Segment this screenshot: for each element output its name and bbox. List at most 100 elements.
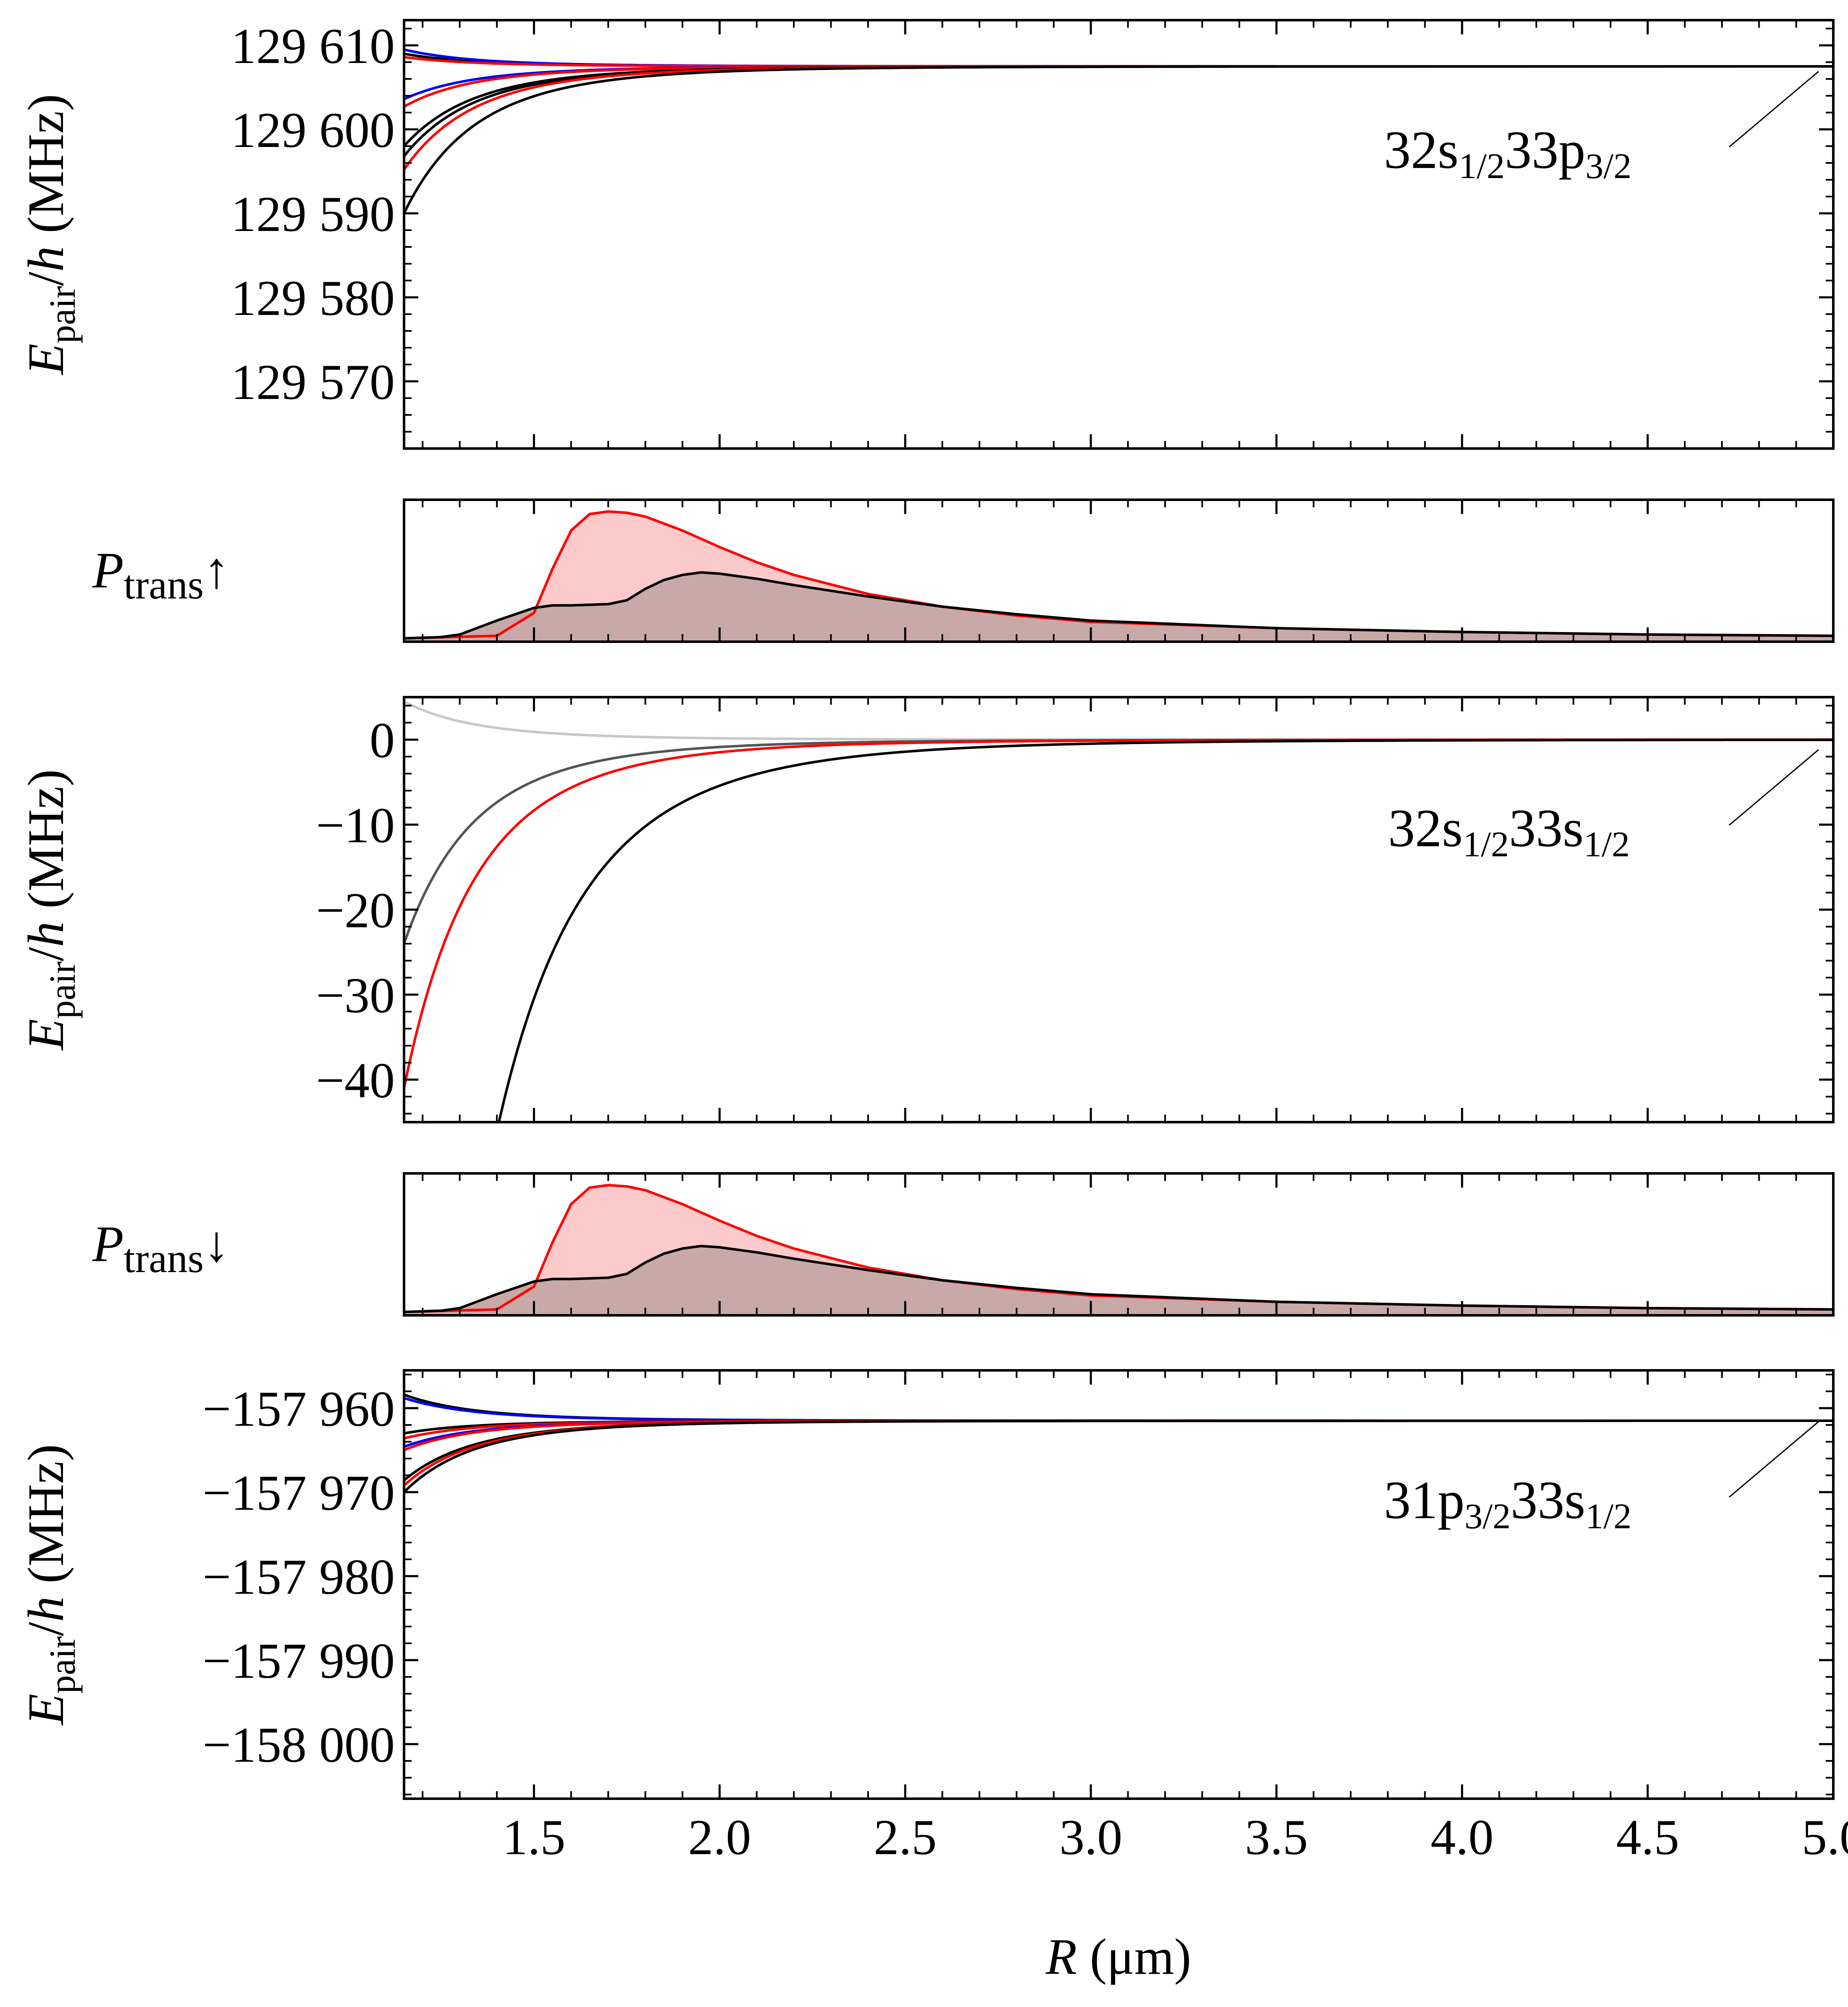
ylabel-h: h xyxy=(18,1596,74,1622)
state-j1: 3/2 xyxy=(1465,1496,1511,1536)
lower-energy-ytick-label: −157 960 xyxy=(202,1381,395,1437)
state-j1: 1/2 xyxy=(1459,146,1505,186)
xlabel-var: R xyxy=(1045,1928,1077,1985)
upper-energy-ytick-label: 129 610 xyxy=(231,18,395,74)
ylabel-unit: (MHz) xyxy=(18,1444,74,1597)
lower-energy-ytick-label: −157 970 xyxy=(202,1465,395,1521)
ylabel-arrow: ↑ xyxy=(204,542,229,599)
lower-energy-ytick-label: −157 980 xyxy=(202,1549,395,1605)
lower-energy-series-8 xyxy=(404,1419,1833,1493)
ylabel-slash: / xyxy=(18,947,74,961)
ylabel-var: E xyxy=(18,344,74,376)
ylabel-unit: (MHz) xyxy=(18,769,74,922)
upper-energy-ytick-label: 129 600 xyxy=(231,102,395,158)
middle-energy-ytick-label: −40 xyxy=(316,1052,395,1108)
state-n2: 33p xyxy=(1505,120,1586,180)
upper-energy-series-2 xyxy=(404,56,1833,68)
upper-energy-state-label: 32s1/233p3/2 xyxy=(1384,120,1632,186)
transfer-up-ylabel: Ptrans↑ xyxy=(92,542,229,608)
lower-energy-ytick-label: −157 990 xyxy=(202,1633,395,1689)
lower-energy-plot-area xyxy=(404,1393,1833,1493)
upper-energy-frame xyxy=(403,19,1835,450)
ylabel-sub: pair xyxy=(42,1636,83,1694)
state-n2: 33s xyxy=(1511,1470,1586,1530)
state-n2: 33s xyxy=(1509,798,1584,858)
transfer-up-black-fill xyxy=(404,572,1833,642)
state-j2: 1/2 xyxy=(1584,824,1630,864)
lower-energy-series-0 xyxy=(404,1393,1833,1422)
xtick-label: 1.5 xyxy=(502,1809,565,1865)
ylabel-var: E xyxy=(18,1019,74,1051)
lower-energy-ylabel: Epair/h (MHz) xyxy=(18,1444,83,1726)
transfer-down-plot-area xyxy=(404,1184,1833,1315)
xtick-label: 2.0 xyxy=(688,1809,751,1865)
lower-energy-series-4 xyxy=(404,1419,1833,1448)
middle-energy-series-3 xyxy=(497,738,1833,1122)
ylabel-h: h xyxy=(18,246,74,272)
middle-energy-ytick-label: −30 xyxy=(316,967,395,1023)
xtick-label: 3.5 xyxy=(1245,1809,1308,1865)
state-n1: 32s xyxy=(1384,120,1459,180)
ylabel-sub: pair xyxy=(42,961,83,1019)
state-j1: 1/2 xyxy=(1463,824,1509,864)
upper-energy-series-3 xyxy=(404,65,1833,100)
lower-energy-state-pointer xyxy=(1729,1421,1819,1498)
ylabel-sub: trans xyxy=(124,562,204,608)
xtick-label: 3.0 xyxy=(1059,1809,1122,1865)
middle-energy-series-2 xyxy=(404,738,1833,1089)
upper-energy-ylabel: Epair/h (MHz) xyxy=(18,94,83,376)
transfer-down-black-fill xyxy=(404,1246,1833,1315)
lower-energy-series-6 xyxy=(404,1419,1833,1482)
upper-energy-ytick-label: 129 590 xyxy=(231,186,395,242)
upper-energy-series-8 xyxy=(404,65,1833,214)
middle-energy-ylabel: Epair/h (MHz) xyxy=(18,769,83,1051)
ylabel-var: E xyxy=(18,1694,74,1726)
upper-energy-plot-area xyxy=(404,48,1833,214)
xtick-label: 4.0 xyxy=(1431,1809,1494,1865)
lower-energy-state-label: 31p3/233s1/2 xyxy=(1384,1470,1632,1536)
ylabel-slash: / xyxy=(18,1622,74,1636)
upper-energy-ytick-label: 129 570 xyxy=(231,354,395,410)
xtick-label: 4.5 xyxy=(1616,1809,1679,1865)
upper-energy-ytick-label: 129 580 xyxy=(231,270,395,326)
ylabel-sub: trans xyxy=(124,1236,204,1281)
transfer-down-black-line xyxy=(404,1245,1833,1313)
transfer-up-black-line xyxy=(404,571,1833,640)
upper-energy-state-pointer xyxy=(1729,71,1819,148)
transfer-down-frame xyxy=(403,1172,1835,1317)
lower-energy-frame xyxy=(403,1369,1835,1800)
state-n1: 32s xyxy=(1388,798,1463,858)
lower-energy-series-7 xyxy=(404,1419,1833,1487)
state-j2: 3/2 xyxy=(1586,146,1632,186)
ylabel-var: P xyxy=(92,542,124,599)
middle-energy-series-0 xyxy=(404,700,1833,741)
middle-energy-state-label: 32s1/233s1/2 xyxy=(1388,798,1630,864)
transfer-up-frame xyxy=(403,498,1835,643)
upper-energy-series-1 xyxy=(404,48,1833,68)
xtick-label: 5.0 xyxy=(1802,1809,1848,1865)
xtick-label: 2.5 xyxy=(874,1809,937,1865)
ylabel-h: h xyxy=(18,921,74,947)
x-axis-title: R (μm) xyxy=(1045,1928,1192,1985)
transfer-down-panel: Ptrans↓ xyxy=(92,1172,1835,1317)
ylabel-arrow: ↓ xyxy=(204,1216,229,1272)
middle-energy-ytick-label: −20 xyxy=(316,882,395,938)
middle-energy-state-pointer xyxy=(1729,749,1819,826)
middle-energy-ytick-label: 0 xyxy=(370,712,395,768)
transfer-up-plot-area xyxy=(404,510,1833,642)
upper-energy-panel: 129 610 129 600 129 590 129 580 129 570 32s1/… xyxy=(18,18,1835,450)
lower-energy-ytick-label: −158 000 xyxy=(202,1717,395,1773)
ylabel-var: P xyxy=(92,1216,124,1272)
middle-energy-plot-area xyxy=(404,700,1833,1122)
middle-energy-frame xyxy=(403,696,1835,1123)
middle-energy-ytick-label: −10 xyxy=(316,798,395,853)
state-n1: 31p xyxy=(1384,1470,1465,1530)
transfer-down-ylabel: Ptrans↓ xyxy=(92,1216,229,1281)
transfer-up-panel: Ptrans↑ xyxy=(92,498,1835,643)
ylabel-slash: / xyxy=(18,272,74,286)
state-j2: 1/2 xyxy=(1586,1496,1632,1536)
xlabel-unit: (μm) xyxy=(1077,1928,1191,1985)
ylabel-unit: (MHz) xyxy=(18,94,74,247)
